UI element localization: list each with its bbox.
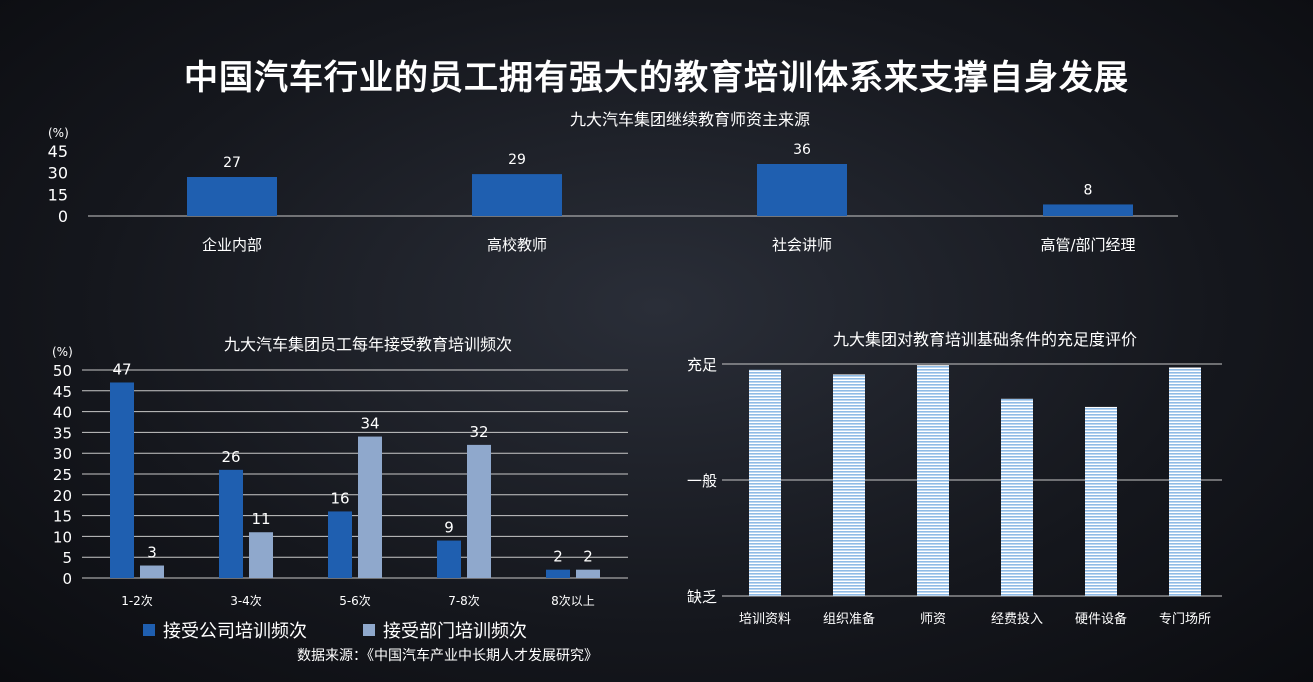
chart1-data-label: 27 [223,155,241,171]
chart2-data-label: 3 [147,544,157,562]
chart2-data-label: 47 [112,360,131,378]
chart3-bar [917,365,949,596]
chart2-category-label: 1-2次 [121,594,153,608]
chart2-ytick-label: 35 [53,424,72,442]
chart2-legend-label: 接受公司培训频次 [163,621,307,642]
chart3-category-label: 专门场所 [1159,612,1211,627]
chart-teacher-source: 九大汽车集团继续教育师资主来源 (%) 45 30 15 0 27 企业内部 29 高校教师… [48,110,1178,254]
chart3-bar [1001,398,1033,596]
chart3-category-label: 硬件设备 [1075,611,1127,627]
chart1-data-label: 8 [1084,182,1093,198]
chart1-category-label: 高管/部门经理 [1040,236,1135,254]
chart2-ytick-label: 15 [53,508,72,526]
chart-training-frequency: 九大汽车集团员工每年接受教育培训频次 (%) 50454035302520151… [52,335,628,642]
chart1-category-label: 企业内部 [202,236,262,254]
chart2-legend-label: 接受部门培训频次 [383,621,527,642]
chart3-ytick-label: 充足 [687,356,717,374]
chart1-data-label: 29 [508,152,526,168]
chart2-data-label: 16 [330,489,349,507]
chart3-category-label: 培训资料 [739,611,791,627]
chart2-bar [110,382,134,578]
chart2-ytick-label: 5 [62,549,72,567]
chart1-ytick-label: 30 [48,164,68,183]
chart2-data-label: 2 [583,548,593,566]
data-source-note: 数据来源：《中国汽车产业中长期人才发展研究》 [297,648,598,664]
chart2-ylabel: (%) [52,345,73,359]
chart2-ytick-label: 50 [53,362,72,380]
chart2-data-label: 26 [221,448,240,466]
chart3-category-label: 组织准备 [823,611,875,627]
chart2-bar [546,569,570,578]
chart3-bar [749,369,781,596]
chart1-ylabel: (%) [48,126,69,140]
chart3-ytick-label: 缺乏 [687,588,717,606]
chart2-data-label: 2 [553,548,563,566]
chart2-ytick-label: 10 [53,528,72,546]
chart2-category-label: 5-6次 [339,594,371,608]
chart2-ytick-label: 40 [53,404,72,422]
chart1-category-label: 高校教师 [487,236,547,254]
chart3-category-label: 经费投入 [991,611,1043,627]
chart2-bar [328,511,352,578]
chart2-ytick-label: 25 [53,466,72,484]
chart3-bar [833,374,865,596]
chart2-data-label: 32 [469,423,488,441]
chart2-bar [437,540,461,578]
chart2-data-label: 11 [251,510,270,528]
chart1-bar [187,177,277,216]
chart3-bar [1169,367,1201,596]
chart2-bar [249,532,273,578]
chart1-ytick-label: 0 [58,207,68,226]
chart2-bar [467,444,491,578]
chart2-legend-swatch [363,624,375,636]
chart2-bar [576,569,600,578]
chart2-bar [358,436,382,578]
chart2-legend-swatch [143,624,155,636]
chart3-title: 九大集团对教育培训基础条件的充足度评价 [833,330,1137,349]
chart2-ytick-label: 20 [53,487,72,505]
chart2-bar [140,565,164,578]
chart2-ytick-label: 30 [53,445,72,463]
chart1-bar [1043,204,1133,216]
chart2-data-label: 9 [444,519,454,537]
chart1-bar [757,164,847,216]
chart1-ytick-label: 15 [48,185,68,204]
chart3-bar [1085,406,1117,596]
chart1-category-label: 社会讲师 [772,236,832,254]
chart3-ytick-label: 一般 [687,472,717,490]
chart3-category-label: 师资 [920,612,946,627]
chart2-title: 九大汽车集团员工每年接受教育培训频次 [224,335,512,354]
page-title: 中国汽车行业的员工拥有强大的教育培训体系来支撑自身发展 [184,58,1129,98]
chart2-data-label: 34 [360,415,379,433]
chart1-bar [472,174,562,216]
chart1-title: 九大汽车集团继续教育师资主来源 [570,110,810,129]
chart2-category-label: 3-4次 [230,594,262,608]
chart2-bar [219,469,243,578]
chart2-ytick-label: 45 [53,383,72,401]
chart1-data-label: 36 [793,142,811,158]
chart2-category-label: 7-8次 [448,594,480,608]
chart2-category-label: 8次以上 [551,594,595,608]
chart1-ytick-label: 45 [48,142,68,161]
chart2-ytick-label: 0 [62,570,72,588]
